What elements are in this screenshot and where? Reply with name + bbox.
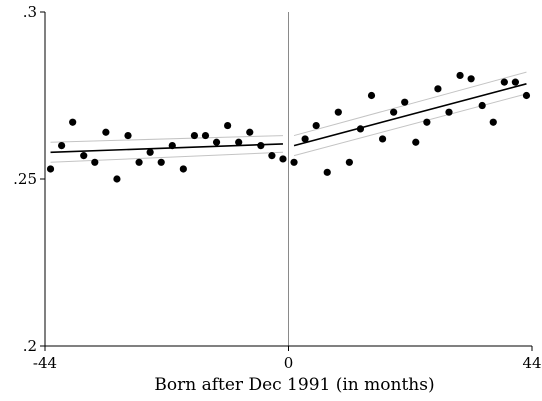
data-point — [367, 91, 376, 100]
data-point — [69, 118, 77, 126]
data-point — [334, 108, 342, 116]
fit-lines — [50, 83, 527, 154]
data-point — [522, 91, 531, 100]
ci-band-upper — [293, 71, 527, 137]
data-point — [80, 152, 88, 160]
data-point — [146, 148, 154, 156]
ci-band-lower — [293, 93, 527, 157]
data-point — [500, 78, 508, 86]
data-point — [124, 131, 132, 140]
data-point — [323, 168, 331, 176]
data-point — [301, 135, 309, 143]
data-point — [345, 158, 353, 166]
data-point — [489, 118, 497, 126]
data-point — [91, 158, 99, 166]
data-point — [279, 155, 287, 163]
data-point — [423, 118, 431, 126]
data-point — [179, 165, 187, 173]
data-point — [224, 121, 232, 130]
x-tick-label: 0 — [284, 354, 294, 372]
y-tick-label: .25 — [13, 170, 37, 188]
confidence-bands — [50, 71, 527, 163]
data-point — [478, 101, 486, 110]
x-tick-label: -44 — [33, 354, 57, 372]
data-point — [46, 165, 55, 173]
y-tick-label: .2 — [23, 337, 37, 355]
data-point — [412, 138, 420, 146]
fit-line — [293, 83, 527, 147]
ci-band-lower — [50, 151, 283, 163]
data-point — [135, 158, 143, 166]
x-axis-title: Born after Dec 1991 (in months) — [154, 375, 434, 395]
data-point — [390, 108, 398, 116]
data-point — [157, 158, 165, 166]
data-point — [378, 135, 387, 143]
data-point — [290, 158, 298, 166]
ci-band-upper — [50, 135, 283, 143]
data-point — [212, 138, 221, 146]
data-point — [190, 131, 199, 140]
axes: .2 .25 .3 -44 0 44 — [13, 3, 541, 372]
data-point — [168, 142, 176, 150]
data-point — [312, 121, 320, 130]
data-point — [434, 85, 442, 93]
data-point — [58, 142, 66, 150]
data-point — [102, 128, 110, 136]
y-tick-label: .3 — [23, 3, 37, 21]
data-point — [456, 71, 464, 80]
data-point — [113, 175, 121, 183]
data-point — [201, 131, 210, 140]
data-point — [235, 138, 243, 146]
data-point — [445, 108, 453, 116]
data-point — [268, 152, 276, 160]
data-point — [246, 128, 254, 136]
data-point — [401, 98, 409, 106]
data-points — [46, 71, 531, 183]
fit-line — [50, 143, 283, 154]
x-tick-label: 44 — [522, 354, 541, 372]
data-point — [511, 78, 519, 86]
data-point — [257, 142, 265, 150]
data-point — [356, 125, 365, 133]
data-point — [467, 75, 475, 83]
